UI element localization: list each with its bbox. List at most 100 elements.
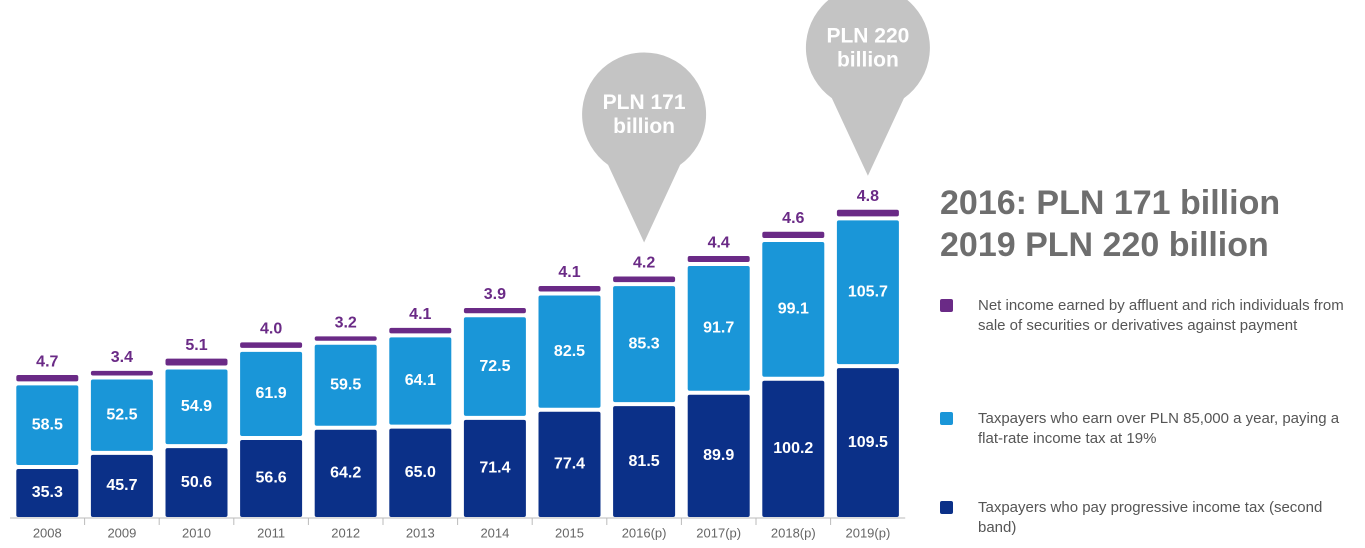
value-label: 52.5 [106, 406, 137, 423]
heading: 2016: PLN 171 billion 2019 PLN 220 billi… [940, 182, 1280, 266]
legend-item: Net income earned by affluent and rich i… [940, 296, 1360, 336]
legend-swatch [940, 412, 953, 425]
value-label: 72.5 [479, 358, 510, 375]
heading-line: 2019 PLN 220 billion [940, 226, 1269, 264]
legend-swatch [940, 501, 953, 514]
bubble-text: billion [613, 115, 675, 138]
bar-segment [314, 429, 377, 517]
value-label: 99.1 [778, 301, 809, 318]
value-label: 89.9 [703, 447, 734, 464]
value-label: 64.1 [405, 372, 436, 389]
bar-segment [613, 406, 676, 517]
bubble-text: PLN 171 [603, 91, 686, 114]
bar-segment [389, 428, 452, 517]
value-label: 77.4 [554, 456, 585, 473]
bar-segment [165, 448, 228, 517]
bar-segment [165, 358, 228, 366]
value-label: 59.5 [330, 376, 361, 393]
x-tick-label: 2009 [107, 525, 136, 540]
value-label: 4.6 [782, 210, 804, 227]
legend-label: Taxpayers who earn over PLN 85,000 a yea… [978, 410, 1340, 447]
value-label: 65.0 [405, 464, 436, 481]
bar-segment [90, 454, 153, 517]
bar-segment [463, 307, 526, 314]
value-label: 71.4 [479, 460, 510, 477]
value-label: 85.3 [629, 335, 660, 352]
bar-segment [314, 344, 377, 426]
value-label: 50.6 [181, 474, 212, 491]
value-label: 4.8 [857, 188, 879, 205]
legend-label: Taxpayers who pay progressive income tax… [978, 499, 1323, 536]
value-label: 4.2 [633, 255, 655, 272]
bar-segment [538, 411, 601, 517]
bar-segment [836, 368, 899, 517]
value-label: 54.9 [181, 398, 212, 415]
value-label: 3.4 [111, 349, 133, 366]
bar-segment [389, 327, 452, 334]
value-label: 91.7 [703, 320, 734, 337]
bar-segment [463, 419, 526, 517]
value-label: 3.9 [484, 286, 506, 303]
bubble-text: PLN 220 [826, 24, 909, 47]
bubble-text: billion [837, 48, 899, 71]
value-label: 58.5 [32, 416, 63, 433]
value-label: 4.1 [409, 306, 431, 323]
value-label: 4.0 [260, 321, 282, 338]
bar-segment [463, 317, 526, 416]
x-tick-label: 2012 [331, 525, 360, 540]
chart: 2008 35.3 58.5 4.7 2009 45.7 52.5 3.4 2010 50.6 54… [10, 0, 930, 540]
bar-segment [165, 369, 228, 445]
bar-segment [687, 266, 750, 391]
bar-segment [90, 370, 153, 376]
bar-segment [836, 220, 899, 365]
value-label: 56.6 [256, 470, 287, 487]
bar-segment [314, 336, 377, 341]
bubble-shape [805, 0, 930, 176]
bar-segment [836, 209, 899, 217]
legend-label: Net income earned by affluent and rich i… [978, 297, 1344, 334]
value-label: 3.2 [335, 315, 357, 332]
legend-item: Taxpayers who pay progressive income tax… [940, 498, 1360, 538]
bar-segment [762, 231, 825, 238]
bubble-shape [582, 52, 707, 243]
value-label: 64.2 [330, 465, 361, 482]
legend-swatch [940, 299, 953, 312]
x-tick-label: 2011 [257, 525, 285, 540]
x-tick-label: 2017(p) [696, 525, 741, 540]
value-label: 45.7 [106, 477, 137, 494]
value-label: 82.5 [554, 343, 585, 360]
x-tick-label: 2016(p) [622, 525, 667, 540]
x-tick-label: 2014 [480, 525, 509, 540]
value-label: 81.5 [629, 453, 660, 470]
value-label: 4.1 [558, 264, 580, 281]
value-label: 35.3 [32, 484, 63, 501]
x-tick-label: 2018(p) [771, 525, 816, 540]
bar-segment [762, 241, 825, 377]
x-tick-label: 2015 [555, 525, 584, 540]
value-label: 4.7 [36, 353, 58, 370]
value-label: 100.2 [773, 440, 813, 457]
bar-segment [90, 379, 153, 451]
x-tick-label: 2019(p) [845, 525, 890, 540]
bar-segment [16, 375, 79, 382]
x-tick-label: 2008 [33, 525, 62, 540]
value-label: 61.9 [256, 385, 287, 402]
bar-segment [16, 385, 79, 465]
bar-segment [687, 256, 750, 263]
value-label: 4.4 [708, 234, 730, 251]
bar-segment [389, 337, 452, 425]
value-label: 5.1 [185, 337, 207, 354]
x-tick-label: 2013 [406, 525, 435, 540]
bar-segment [613, 286, 676, 403]
bar-segment [613, 276, 676, 283]
bar-segment [240, 440, 303, 517]
x-tick-label: 2010 [182, 525, 211, 540]
bar-segment [762, 380, 825, 517]
heading-line: 2016: PLN 171 billion [940, 184, 1281, 222]
bar-segment [16, 468, 79, 517]
value-label: 105.7 [848, 283, 888, 300]
bar-segment [538, 295, 601, 408]
